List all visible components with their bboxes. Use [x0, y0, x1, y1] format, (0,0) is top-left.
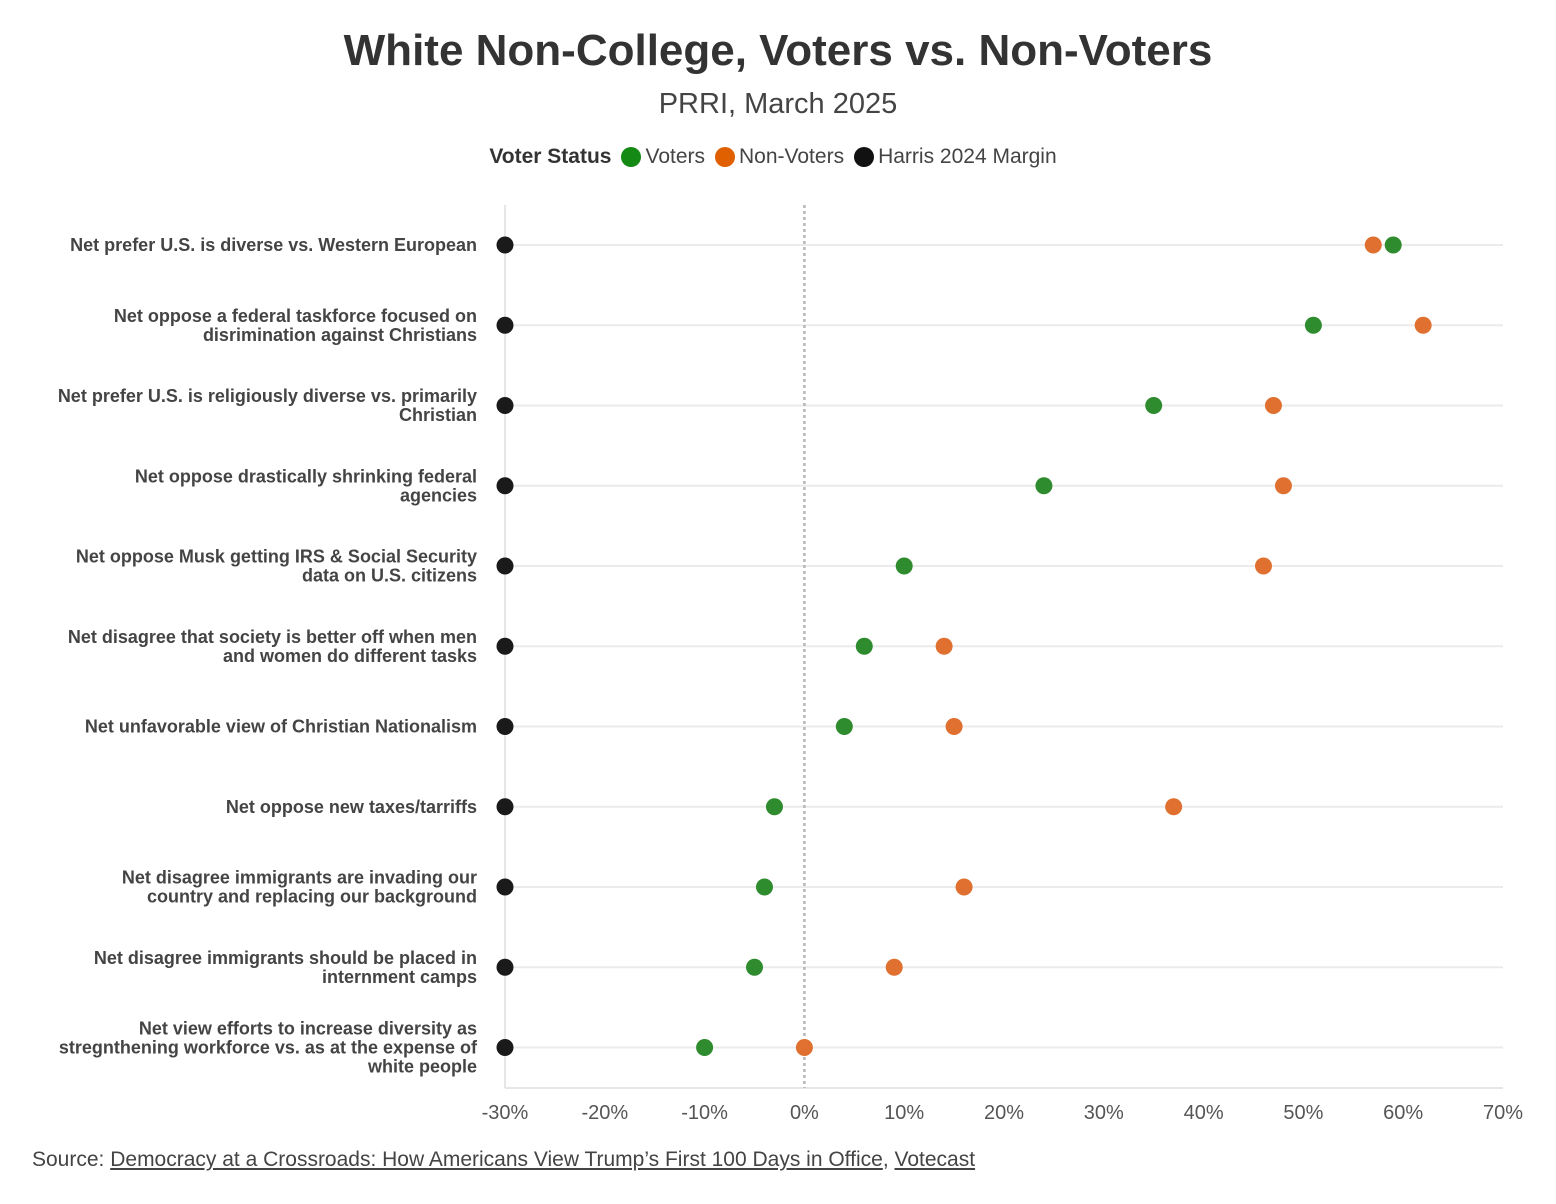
dot-non-voters: [885, 958, 903, 976]
source-link-report[interactable]: Democracy at a Crossroads: How Americans…: [110, 1148, 883, 1171]
x-tick-label: 70%: [1483, 1102, 1523, 1124]
dot-harris-2024-margin: [496, 718, 514, 735]
dot-voters: [755, 878, 773, 896]
category-label-line: Net disagree immigrants should be placed…: [94, 948, 477, 968]
legend-dot-harris-margin: [854, 147, 875, 167]
source-separator: ,: [882, 1148, 895, 1171]
source-note: Source: Democracy at a Crossroads: How A…: [32, 1148, 975, 1172]
category-label-line: Net prefer U.S. is diverse vs. Western E…: [70, 235, 477, 255]
category-label: Net oppose Musk getting IRS & Social Sec…: [76, 547, 477, 586]
category-label: Net prefer U.S. is diverse vs. Western E…: [70, 235, 477, 255]
dot-non-voters: [1165, 798, 1183, 816]
category-label-line: internment camps: [322, 967, 477, 987]
legend: Voter Status Voters Non-Voters Harris 20…: [0, 145, 1556, 169]
category-label-line: Net prefer U.S. is religiously diverse v…: [58, 386, 477, 406]
category-label-line: Net disagree immigrants are invading our: [122, 868, 477, 888]
dot-voters: [765, 798, 783, 816]
dot-harris-2024-margin: [496, 236, 514, 254]
x-tick-label: -10%: [681, 1102, 728, 1124]
dot-non-voters: [795, 1039, 813, 1056]
category-label: Net view efforts to increase diversity a…: [59, 1019, 478, 1077]
source-prefix: Source:: [32, 1148, 111, 1171]
dot-non-voters: [935, 637, 953, 655]
dot-voters: [1304, 316, 1322, 334]
dot-harris-2024-margin: [496, 477, 514, 495]
category-label-line: country and replacing our background: [147, 887, 477, 907]
legend-label-harris-margin: Harris 2024 Margin: [878, 145, 1057, 168]
category-label-line: white people: [367, 1057, 477, 1077]
legend-label-voters: Voters: [645, 145, 706, 168]
x-tick-label: 20%: [984, 1102, 1024, 1124]
dot-harris-2024-margin: [496, 316, 514, 334]
dot-non-voters: [1264, 397, 1282, 414]
legend-item-harris-margin[interactable]: Harris 2024 Margin: [854, 145, 1057, 169]
category-label-line: and women do different tasks: [223, 646, 477, 666]
dot-voters: [696, 1039, 714, 1056]
x-tick-label: -20%: [581, 1102, 628, 1124]
category-label-line: data on U.S. citizens: [302, 566, 477, 586]
category-label: Net oppose a federal taskforce focused o…: [114, 306, 477, 345]
dot-harris-2024-margin: [496, 1039, 514, 1056]
category-label-line: Net disagree that society is better off …: [68, 627, 477, 647]
dot-voters: [1145, 397, 1163, 414]
legend-label-non-voters: Non-Voters: [739, 145, 845, 168]
category-label: Net oppose new taxes/tarriffs: [226, 797, 477, 817]
dot-non-voters: [955, 878, 973, 896]
legend-item-non-voters[interactable]: Non-Voters: [715, 145, 844, 169]
x-tick-label: 10%: [884, 1102, 924, 1124]
dot-harris-2024-margin: [496, 958, 514, 976]
dot-non-voters: [945, 718, 963, 735]
dot-non-voters: [1414, 316, 1432, 334]
dot-harris-2024-margin: [496, 637, 514, 655]
dot-voters: [746, 958, 763, 976]
category-label: Net prefer U.S. is religiously diverse v…: [58, 386, 477, 425]
legend-dot-non-voters: [715, 147, 736, 167]
legend-title: Voter Status: [489, 145, 612, 168]
x-tick-label: 40%: [1184, 1102, 1224, 1124]
legend-dot-voters: [621, 147, 642, 167]
dot-harris-2024-margin: [496, 557, 514, 575]
category-label: Net disagree that society is better off …: [68, 627, 477, 666]
x-tick-label: 0%: [790, 1102, 819, 1124]
legend-item-voters[interactable]: Voters: [621, 145, 705, 169]
dot-harris-2024-margin: [496, 397, 514, 414]
dot-voters: [835, 718, 853, 735]
dot-voters: [1035, 477, 1053, 495]
x-tick-label: 60%: [1383, 1102, 1423, 1124]
category-label-line: Net unfavorable view of Christian Nation…: [85, 717, 477, 737]
dot-non-voters: [1254, 557, 1272, 575]
dot-voters: [1384, 236, 1402, 254]
category-label-line: Net oppose new taxes/tarriffs: [226, 797, 477, 817]
category-label-line: stregnthening workforce vs. as at the ex…: [59, 1038, 478, 1058]
category-label-line: Net view efforts to increase diversity a…: [139, 1019, 477, 1039]
category-label: Net disagree immigrants should be placed…: [94, 948, 477, 987]
category-label-line: Christian: [399, 405, 477, 425]
dot-harris-2024-margin: [496, 798, 514, 816]
category-label-line: disrimination against Christians: [203, 325, 477, 345]
dot-non-voters: [1274, 477, 1292, 495]
category-label: Net oppose drastically shrinking federal…: [135, 466, 477, 505]
x-tick-label: -30%: [482, 1102, 529, 1124]
category-label-line: Net oppose Musk getting IRS & Social Sec…: [76, 547, 477, 567]
dot-non-voters: [1364, 236, 1382, 254]
source-link-votecast[interactable]: Votecast: [894, 1148, 976, 1171]
category-label-line: Net oppose a federal taskforce focused o…: [114, 306, 477, 326]
x-tick-label: 50%: [1283, 1102, 1323, 1124]
dot-voters: [855, 637, 873, 655]
category-label-line: agencies: [400, 485, 477, 505]
category-label-line: Net oppose drastically shrinking federal: [135, 466, 477, 486]
category-label: Net unfavorable view of Christian Nation…: [85, 717, 477, 737]
x-tick-label: 30%: [1084, 1102, 1124, 1124]
category-label: Net disagree immigrants are invading our…: [122, 868, 477, 907]
dot-voters: [895, 557, 913, 575]
chart-subtitle: PRRI, March 2025: [658, 88, 898, 120]
chart-title: White Non-College, Voters vs. Non-Voters: [343, 26, 1213, 75]
dot-harris-2024-margin: [496, 878, 514, 896]
